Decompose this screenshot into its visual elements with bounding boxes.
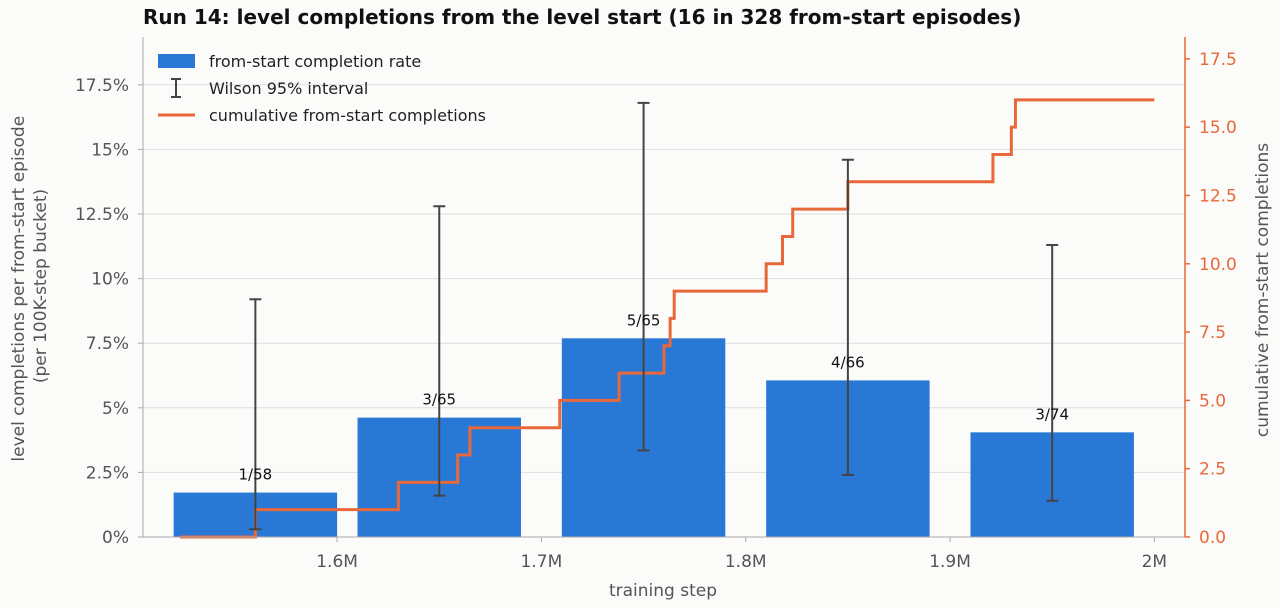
y-left-tick-label-7: 17.5% xyxy=(75,76,129,96)
legend-swatch-errorbar xyxy=(171,78,181,98)
bar-label-1: 3/65 xyxy=(422,391,456,409)
x-tick-label-3: 1.9M xyxy=(929,552,971,572)
bar-label-0: 1/58 xyxy=(239,466,273,484)
y-right-tick-label-3: 7.5 xyxy=(1199,323,1226,343)
y-right-tick-label-4: 10.0 xyxy=(1199,255,1237,275)
error-bar-0 xyxy=(249,298,262,531)
x-tick-label-2: 1.8M xyxy=(725,552,767,572)
y-right-tick-label-0: 0.0 xyxy=(1199,528,1226,548)
legend-label-1: Wilson 95% interval xyxy=(209,79,368,98)
error-bar-2 xyxy=(637,101,650,452)
y-right-tick-label-2: 5.0 xyxy=(1199,391,1226,411)
y-left-tick-label-1: 2.5% xyxy=(86,463,129,483)
bar-label-2: 5/65 xyxy=(627,311,661,329)
error-bar-4 xyxy=(1046,244,1059,502)
y-left-tick-label-6: 15% xyxy=(91,140,129,160)
y-left-tick-label-5: 12.5% xyxy=(75,205,129,225)
cumulative-line-layer xyxy=(179,98,1155,539)
x-axis-label: training step xyxy=(609,581,717,601)
legend: from-start completion rate Wilson 95% int… xyxy=(158,52,486,125)
bar-label-3: 4/66 xyxy=(831,353,865,371)
bar-labels: 1/58 3/65 5/65 4/66 3/74 xyxy=(239,311,1070,483)
y-right-tick-label-7: 17.5 xyxy=(1199,50,1237,70)
axes: 0% 2.5% 5% 7.5% 10% 12.5% 15% 17.5% 0.0 2.5 5.0 7.5… xyxy=(75,37,1237,572)
y-axis-label-line-2: (per 100K-step bucket) xyxy=(31,189,51,383)
x-tick-label-1: 1.7M xyxy=(521,552,563,572)
x-tick-label-0: 1.6M xyxy=(316,552,358,572)
legend-item-1: Wilson 95% interval xyxy=(171,78,368,98)
bars xyxy=(173,338,1134,537)
y-left-tick-label-2: 5% xyxy=(102,399,129,419)
chart-title: Run 14: level completions from the level… xyxy=(143,5,1021,29)
x-tick-label-4: 2M xyxy=(1142,552,1167,572)
y-right-tick-label-5: 12.5 xyxy=(1199,186,1237,206)
y-axis-label-left: level completions per from-start episode… xyxy=(9,110,51,461)
y-right-tick-label-1: 2.5 xyxy=(1199,460,1226,480)
bar-label-4: 3/74 xyxy=(1035,405,1069,423)
error-bar-1 xyxy=(433,205,446,497)
error-bar-3 xyxy=(841,158,854,476)
y-axis-label-line-1: level completions per from-start episode xyxy=(9,116,29,462)
y-left-tick-label-0: 0% xyxy=(102,528,129,548)
legend-item-0: from-start completion rate xyxy=(158,52,421,71)
legend-item-2: cumulative from-start completions xyxy=(158,106,486,125)
legend-swatch-bar xyxy=(158,54,195,68)
cumulative-line xyxy=(179,98,1155,539)
y-left-tick-label-3: 7.5% xyxy=(86,334,129,354)
y-left-tick-label-4: 10% xyxy=(91,270,129,290)
y-right-tick-label-6: 15.0 xyxy=(1199,118,1237,138)
y-axis-label-right: cumulative from-start completions xyxy=(1253,143,1273,437)
error-bars xyxy=(249,101,1059,531)
legend-label-0: from-start completion rate xyxy=(209,52,421,71)
legend-label-2: cumulative from-start completions xyxy=(209,106,486,125)
